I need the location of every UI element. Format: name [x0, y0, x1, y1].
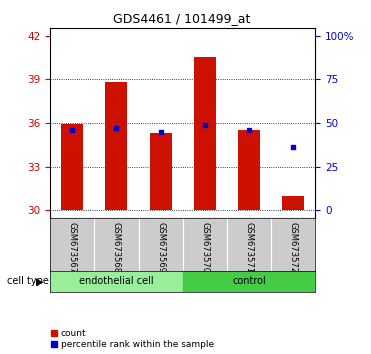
Text: GSM673570: GSM673570: [200, 222, 209, 273]
Text: endothelial cell: endothelial cell: [79, 276, 154, 286]
Bar: [183, 271, 315, 292]
Text: GSM673572: GSM673572: [289, 222, 298, 273]
Bar: [238, 130, 260, 210]
Text: cell type: cell type: [7, 276, 49, 286]
Legend: count, percentile rank within the sample: count, percentile rank within the sample: [51, 329, 214, 349]
Bar: [282, 196, 304, 210]
Text: GSM673568: GSM673568: [112, 222, 121, 273]
Text: GSM673567: GSM673567: [68, 222, 77, 273]
Text: ▶: ▶: [36, 276, 44, 286]
Bar: [50, 271, 183, 292]
Text: GDS4461 / 101499_at: GDS4461 / 101499_at: [113, 12, 250, 25]
Bar: [194, 57, 216, 210]
Text: control: control: [232, 276, 266, 286]
Bar: [105, 82, 128, 210]
Bar: [150, 133, 172, 210]
Text: GSM673569: GSM673569: [156, 222, 165, 273]
Text: GSM673571: GSM673571: [244, 222, 253, 273]
Bar: [61, 124, 83, 210]
